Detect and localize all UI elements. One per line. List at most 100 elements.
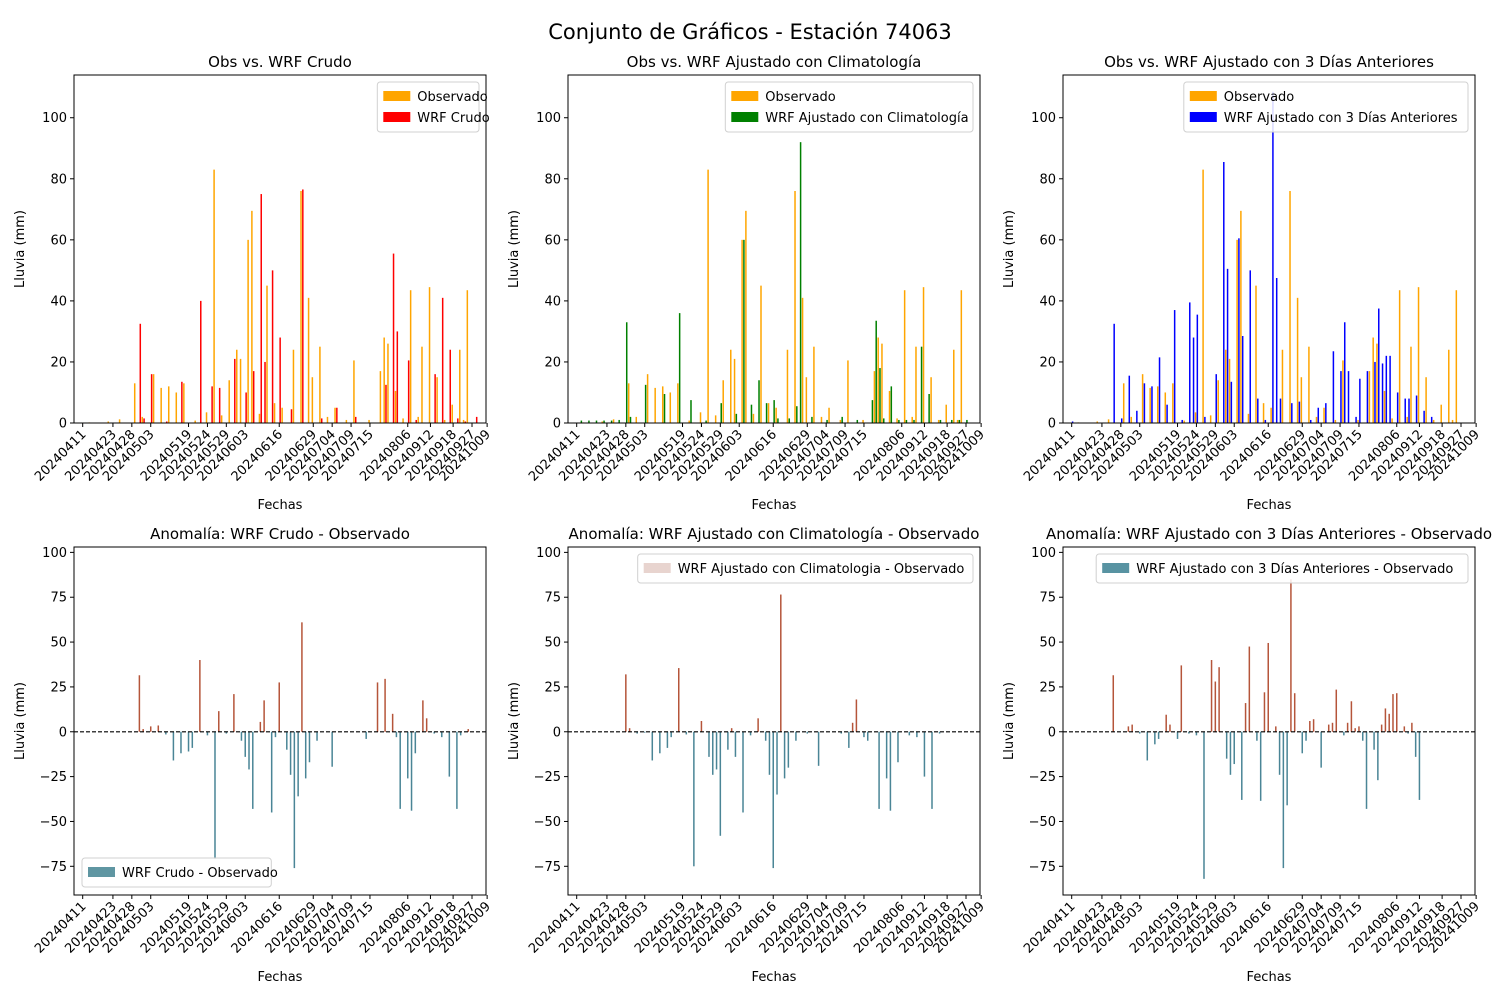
y-tick-label: 25	[1039, 680, 1056, 695]
bar-1-16	[1217, 380, 1219, 423]
bar-1-44	[930, 377, 932, 423]
bar-1-41	[417, 416, 419, 423]
bar-1-5	[165, 731, 167, 735]
bar-2-18	[320, 418, 323, 423]
bar-2-22	[1249, 270, 1251, 423]
bar-2-21	[385, 384, 387, 423]
bar-1-54	[1392, 694, 1394, 732]
bar-1-48	[1365, 731, 1368, 809]
bar-1-39	[1327, 724, 1330, 732]
bar-1-8	[160, 387, 162, 423]
bar-2-16	[1215, 374, 1217, 423]
bar-1-14	[1203, 731, 1205, 879]
bar-1-41	[1335, 689, 1338, 732]
bar-1-22	[1255, 285, 1257, 423]
bar-1-15	[714, 415, 717, 423]
bar-1-3	[1096, 421, 1098, 423]
bar-1-24	[1256, 731, 1258, 741]
bar-1-48	[956, 419, 959, 423]
bar-2-40	[1374, 361, 1376, 423]
bar-1-9	[1169, 724, 1171, 732]
plot-frame	[73, 546, 487, 896]
y-tick-label: 0	[553, 725, 561, 740]
bar-1-36	[384, 678, 386, 732]
bar-2-32	[883, 418, 885, 423]
plot-frame	[73, 74, 487, 424]
bar-2-12	[1189, 302, 1191, 423]
bar-1-9	[661, 386, 664, 423]
bar-2-50	[1430, 416, 1433, 423]
legend-swatch	[1189, 91, 1217, 101]
y-tick-label: 25	[544, 680, 561, 695]
chart-title: Obs vs. WRF Ajustado con Climatología	[627, 53, 922, 71]
plot-frame	[1062, 74, 1476, 424]
bar-2-39	[939, 419, 942, 423]
bar-2-27	[1279, 398, 1282, 423]
bar-2-2	[1113, 323, 1115, 423]
bar-1-33	[847, 360, 849, 423]
bar-1-45	[433, 731, 435, 734]
bar-2-21	[1241, 336, 1244, 423]
bar-1-43	[922, 287, 925, 423]
chart-title: Obs vs. WRF Ajustado con 3 Días Anterior…	[1104, 53, 1434, 71]
bar-1-41	[410, 731, 413, 811]
bar-1-38	[394, 390, 397, 423]
bar-1-22	[760, 285, 762, 423]
bar-1-38	[395, 731, 398, 738]
bar-1-20	[1233, 731, 1235, 765]
y-tick-label: 60	[50, 233, 67, 248]
bar-1-36	[383, 337, 385, 423]
bar-1-34	[848, 731, 850, 748]
bar-2-49	[1423, 410, 1425, 423]
bar-1-14	[225, 731, 228, 734]
bar-1-27	[780, 594, 782, 732]
bar-1-47	[953, 349, 955, 423]
bar-1-18	[248, 731, 250, 770]
bar-1-42	[1410, 346, 1412, 423]
bar-1-23	[1262, 403, 1265, 423]
legend-swatch	[1102, 563, 1130, 573]
bar-2-45	[1396, 392, 1399, 423]
bar-2-3	[150, 374, 153, 423]
bar-1-17	[727, 731, 729, 750]
bar-2-33	[1332, 351, 1335, 423]
bar-2-24	[799, 142, 802, 423]
y-tick-label: 75	[544, 591, 561, 606]
bar-2-16	[743, 239, 745, 423]
legend-swatch	[731, 91, 759, 101]
bar-1-44	[436, 377, 438, 423]
bar-1-37	[391, 713, 394, 732]
bar-1-33	[353, 360, 355, 423]
bar-1-34	[1357, 419, 1359, 423]
chart-title: Anomalía: WRF Ajustado con 3 Días Anteri…	[1046, 525, 1492, 543]
bar-1-13	[205, 412, 208, 423]
bar-1-32	[1334, 419, 1337, 423]
bar-2-26	[826, 419, 828, 423]
legend-label: WRF Ajustado con 3 Días Anteriores	[1224, 111, 1458, 126]
y-tick-label: 100	[536, 111, 561, 126]
bar-1-12	[688, 420, 690, 423]
bar-1-25	[1259, 731, 1262, 801]
bar-1-52	[1384, 708, 1387, 732]
bar-1-19	[741, 239, 743, 423]
bar-2-39	[1366, 371, 1369, 423]
bar-2-11	[678, 313, 681, 423]
bar-1-28	[783, 731, 786, 779]
bar-2-7	[1151, 386, 1153, 423]
legend-box	[1183, 81, 1469, 133]
bar-2-17	[750, 404, 753, 423]
bar-1-1	[138, 675, 141, 732]
chart-title: Obs vs. WRF Crudo	[208, 53, 352, 71]
bar-1-9	[167, 386, 170, 423]
bar-1-20	[1240, 210, 1242, 423]
bar-2-23	[396, 331, 399, 423]
bar-1-32	[817, 731, 820, 766]
legend-label: Observado	[765, 90, 836, 105]
y-tick-label: 50	[50, 636, 67, 651]
bar-2-17	[1223, 162, 1225, 423]
chart-panel-3: Obs vs. WRF Ajustado con 3 Días Anterior…	[1002, 53, 1483, 513]
bar-1-49	[1455, 290, 1458, 423]
bar-1-19	[247, 239, 249, 423]
bar-2-34	[1340, 371, 1342, 423]
